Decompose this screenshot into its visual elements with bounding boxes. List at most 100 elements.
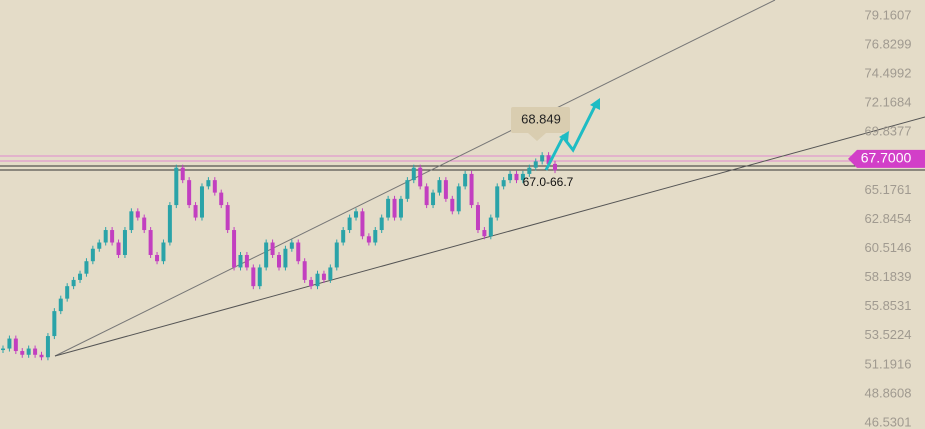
y-tick-label: 55.8531	[865, 298, 912, 313]
annotation-pointer	[528, 133, 546, 141]
candle	[257, 267, 262, 287]
candle	[437, 180, 442, 193]
candle	[341, 230, 346, 243]
candle	[167, 205, 172, 243]
candle	[270, 242, 275, 255]
current-price-label: 67.7000	[861, 150, 912, 166]
y-tick-label: 72.1684	[865, 95, 912, 110]
y-tick-label: 79.1607	[865, 7, 912, 22]
y-tick-label: 48.8608	[865, 385, 912, 400]
candle	[296, 242, 301, 262]
candle	[321, 273, 326, 280]
candle	[206, 180, 211, 187]
candle	[225, 205, 230, 231]
candle	[219, 192, 224, 206]
arrow	[544, 103, 598, 171]
candle	[26, 348, 31, 355]
candle	[33, 348, 38, 355]
y-tick-label: 65.1761	[865, 182, 912, 197]
candle	[405, 180, 410, 199]
y-tick-label: 53.5224	[865, 327, 912, 342]
candle	[488, 217, 493, 237]
candle	[103, 230, 108, 243]
candle	[135, 211, 140, 218]
annotation: 67.0-66.7	[523, 175, 574, 189]
candle	[110, 230, 115, 243]
candle	[302, 261, 307, 280]
candle	[289, 242, 294, 249]
candle	[20, 351, 25, 355]
candle	[424, 186, 429, 206]
arrow-head	[590, 98, 600, 110]
candle	[193, 205, 198, 218]
candle	[334, 242, 339, 268]
candle	[90, 248, 95, 262]
candle	[315, 273, 320, 287]
trend-line	[54, 116, 925, 357]
candle	[456, 186, 461, 212]
annotation: 68.849	[521, 111, 561, 126]
candle	[264, 242, 269, 268]
candle	[174, 167, 179, 206]
candle	[398, 198, 403, 218]
candle	[251, 267, 256, 287]
candle	[475, 205, 480, 231]
y-tick-label: 51.1916	[865, 356, 912, 371]
candle	[347, 217, 352, 231]
candle	[238, 254, 243, 268]
y-tick-label: 76.8299	[865, 36, 912, 51]
candle	[277, 254, 281, 268]
candle	[431, 192, 436, 206]
candle	[97, 242, 102, 249]
candle	[386, 198, 391, 218]
candle	[392, 198, 397, 218]
candle	[508, 173, 513, 181]
y-tick-label: 46.5301	[865, 414, 912, 429]
candle	[309, 279, 314, 287]
y-tick-label: 60.5146	[865, 240, 912, 255]
candle	[84, 261, 89, 274]
candle	[199, 186, 204, 218]
candle	[360, 211, 365, 237]
candle	[533, 161, 538, 168]
arrow-head	[559, 131, 569, 142]
candle	[501, 180, 506, 187]
candle	[212, 180, 217, 193]
candle	[411, 167, 416, 181]
candle	[540, 155, 545, 162]
candle	[418, 167, 423, 187]
y-tick-label: 74.4992	[865, 66, 912, 81]
candle	[116, 242, 121, 255]
candle	[1, 348, 5, 351]
candle	[469, 173, 474, 206]
candle	[463, 173, 468, 187]
candle	[58, 298, 63, 312]
candle	[283, 248, 288, 268]
candle	[180, 167, 185, 181]
candle	[514, 173, 519, 181]
candle	[373, 230, 378, 243]
candle	[45, 336, 50, 358]
candle	[328, 267, 333, 280]
y-tick-label: 62.8454	[865, 211, 912, 226]
candle	[78, 273, 83, 280]
y-tick-label: 58.1839	[865, 269, 912, 284]
candle	[187, 180, 192, 206]
candle	[7, 338, 12, 349]
candle	[52, 311, 57, 337]
candle	[155, 254, 160, 262]
candle	[354, 211, 359, 218]
candle	[244, 254, 249, 268]
candle	[482, 230, 487, 237]
candle	[71, 279, 76, 287]
candle	[39, 354, 44, 358]
candle	[13, 338, 18, 352]
candle	[443, 180, 448, 199]
candle	[450, 198, 455, 212]
candle	[232, 230, 237, 268]
price-axis: 46.5301 48.8608 51.1916 53.5224 55.8531 58.18…	[848, 7, 925, 429]
candle	[546, 155, 551, 164]
candle	[142, 217, 147, 231]
